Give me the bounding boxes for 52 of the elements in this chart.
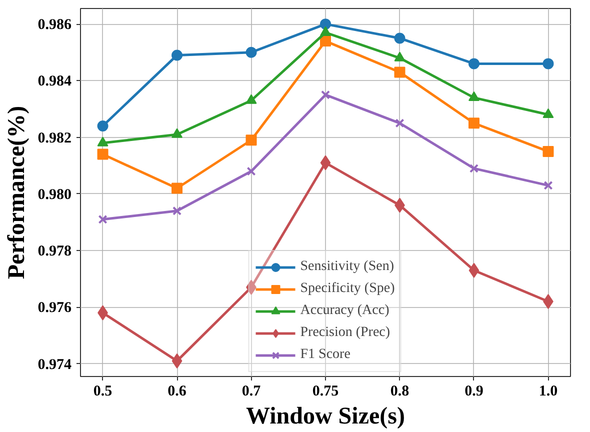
y-tick-label: 0.978: [38, 244, 72, 260]
point: [320, 26, 331, 36]
y-tick-label: 0.982: [38, 130, 72, 146]
legend-label: Specificity (Spe): [300, 281, 395, 297]
legend-label: Sensitivity (Sen): [300, 259, 394, 275]
legend-label: Precision (Prec): [300, 325, 390, 341]
x-tick-label: 1.0: [538, 384, 558, 400]
point: [468, 118, 480, 129]
x-tick-label: 0.75: [312, 384, 339, 400]
x-tick-label: 0.8: [390, 384, 410, 400]
point: [97, 148, 108, 160]
point: [468, 262, 480, 278]
point: [172, 182, 183, 194]
point: [172, 128, 183, 138]
legend-label: Accuracy (Acc): [300, 303, 390, 319]
point: [469, 164, 479, 173]
point: [98, 214, 108, 224]
y-tick-label: 0.974: [38, 356, 72, 373]
legend-label: F1 Score: [300, 347, 350, 363]
x-tick-label: 0.7: [242, 384, 262, 400]
point: [172, 353, 182, 368]
y-tick-label: 0.986: [38, 17, 72, 34]
point: [246, 94, 257, 104]
point: [395, 118, 404, 128]
y-tick-label: 0.980: [38, 186, 72, 203]
point: [320, 90, 330, 100]
point: [320, 155, 331, 170]
y-tick-label: 0.984: [38, 74, 72, 90]
x-tick-label: 0.5: [93, 384, 112, 400]
x-tick-label: 0.9: [464, 384, 484, 400]
point: [320, 36, 331, 47]
y-axis-title: Performance(%): [4, 106, 30, 280]
point: [394, 52, 406, 62]
point: [394, 66, 406, 78]
point: [544, 180, 553, 190]
point: [246, 134, 257, 146]
point: [542, 108, 554, 118]
x-axis-title: Window Size(s): [246, 404, 405, 430]
point: [468, 58, 480, 70]
point: [394, 32, 406, 44]
y-tick-label: 0.976: [38, 300, 72, 316]
x-tick-label: 0.6: [168, 384, 187, 400]
point: [542, 146, 554, 157]
point: [468, 91, 480, 102]
point: [320, 18, 331, 30]
point: [172, 50, 183, 61]
point: [172, 206, 182, 216]
point: [246, 46, 257, 58]
point: [246, 166, 256, 176]
point: [97, 120, 108, 132]
point: [97, 136, 108, 146]
point: [542, 58, 554, 70]
